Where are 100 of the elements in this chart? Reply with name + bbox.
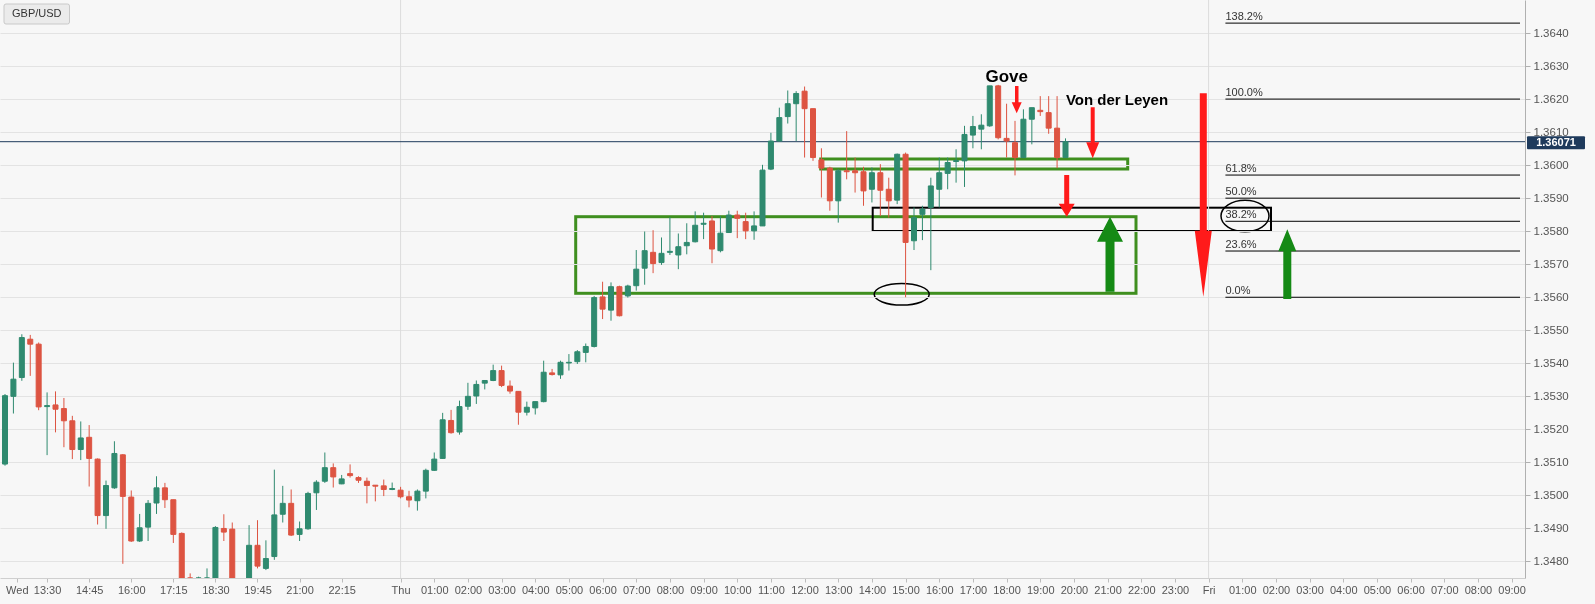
x-tick-label: Thu bbox=[391, 583, 411, 596]
x-tick-label: 01:00 bbox=[420, 583, 449, 596]
candlestick bbox=[549, 368, 556, 377]
candlestick bbox=[347, 463, 354, 479]
annotation: Gove bbox=[985, 66, 1028, 86]
candlestick bbox=[944, 157, 951, 190]
candlestick bbox=[801, 86, 808, 159]
candlestick bbox=[793, 90, 800, 142]
candlestick bbox=[776, 107, 783, 143]
x-tick-label: 13:00 bbox=[824, 583, 853, 596]
candlestick bbox=[1028, 107, 1035, 145]
candlestick bbox=[262, 539, 269, 571]
candlestick bbox=[507, 379, 513, 395]
candlestick bbox=[692, 210, 699, 243]
series-label: 50.0% bbox=[1225, 185, 1257, 198]
candlestick bbox=[565, 353, 572, 372]
x-tick-label: 22:15 bbox=[328, 583, 356, 596]
x-tick-label: 04:00 bbox=[1329, 583, 1358, 596]
x-tick-label: 18:30 bbox=[202, 583, 230, 596]
candlestick bbox=[330, 462, 337, 488]
y-tick-label: 1.3520 bbox=[1533, 422, 1569, 435]
ref-line-label: 1.36071 bbox=[1536, 135, 1576, 148]
x-tick-label: 05:00 bbox=[1363, 583, 1392, 596]
x-tick-label: 17:15 bbox=[160, 583, 188, 596]
x-tick-label: 11:00 bbox=[758, 583, 785, 596]
x-tick-label: 14:45 bbox=[75, 583, 104, 596]
candlestick bbox=[515, 390, 522, 426]
y-tick-label: 1.3550 bbox=[1533, 323, 1569, 336]
candlestick bbox=[978, 113, 985, 150]
candlestick bbox=[725, 210, 732, 234]
candlestick bbox=[818, 147, 825, 199]
candlestick bbox=[448, 409, 455, 435]
candlestick bbox=[1045, 95, 1052, 135]
x-tick-label: 16:00 bbox=[117, 583, 146, 596]
series-label: 61.8% bbox=[1225, 162, 1257, 175]
candlestick bbox=[658, 236, 665, 266]
x-tick-label: 09:00 bbox=[690, 583, 718, 596]
x-tick-label: 12:00 bbox=[791, 583, 819, 596]
x-tick-label: 04:00 bbox=[521, 583, 550, 596]
candlestick bbox=[296, 521, 303, 542]
candlestick bbox=[877, 163, 884, 217]
candlestick bbox=[633, 249, 640, 292]
series-label: 138.2% bbox=[1225, 10, 1263, 23]
candlestick bbox=[599, 281, 606, 320]
y-tick-label: 1.3610 bbox=[1533, 125, 1569, 138]
x-tick-label: 06:00 bbox=[1397, 583, 1425, 596]
candlestick bbox=[363, 477, 370, 504]
candlestick bbox=[927, 177, 934, 271]
candlestick bbox=[700, 212, 707, 240]
text: GBP/USD bbox=[12, 7, 62, 19]
x-tick-label: 22:00 bbox=[1127, 583, 1156, 596]
x-tick-label: 13:30 bbox=[33, 583, 62, 596]
x-tick-label: 23:00 bbox=[1161, 583, 1190, 596]
candlestick bbox=[666, 216, 673, 256]
candlestick bbox=[1037, 95, 1044, 117]
x-tick-label: 19:45 bbox=[244, 583, 272, 596]
candlestick bbox=[608, 281, 614, 322]
series-label: 100.0% bbox=[1225, 86, 1263, 99]
candlestick bbox=[414, 488, 421, 512]
candlestick bbox=[473, 379, 480, 405]
y-tick-label: 1.3630 bbox=[1533, 59, 1569, 72]
x-tick-label: 21:00 bbox=[286, 583, 314, 596]
candlestick bbox=[431, 451, 438, 472]
y-tick-label: 1.3590 bbox=[1533, 191, 1569, 204]
y-tick-label: 1.3530 bbox=[1533, 389, 1569, 402]
candlestick bbox=[969, 115, 976, 149]
x-tick-label: 05:00 bbox=[555, 583, 584, 596]
candlestick bbox=[784, 90, 791, 125]
candlestick bbox=[254, 519, 261, 569]
x-tick-label: 19:00 bbox=[1026, 583, 1055, 596]
annotation: Von der Leyen bbox=[1065, 91, 1169, 108]
x-tick-label: 15:00 bbox=[892, 583, 920, 596]
x-tick-label: 16:00 bbox=[925, 583, 954, 596]
candlestick bbox=[464, 382, 471, 411]
candlestick bbox=[1003, 103, 1010, 159]
candlestick bbox=[557, 360, 564, 380]
y-tick-label: 1.3560 bbox=[1533, 290, 1569, 303]
candlestick bbox=[1062, 137, 1069, 159]
candlestick bbox=[279, 485, 286, 524]
y-tick-label: 1.3480 bbox=[1533, 554, 1569, 567]
x-tick-label: 02:00 bbox=[1262, 583, 1291, 596]
candlestick bbox=[717, 215, 724, 253]
candlestick bbox=[321, 451, 328, 484]
x-tick-label: 14:00 bbox=[858, 583, 887, 596]
candlestick bbox=[641, 231, 648, 286]
candlestick bbox=[406, 490, 412, 508]
y-tick-label: 1.3500 bbox=[1533, 488, 1569, 501]
y-tick-label: 1.3570 bbox=[1533, 257, 1569, 270]
x-tick-label: 09:00 bbox=[1498, 583, 1526, 596]
candlestick bbox=[936, 157, 943, 208]
x-tick-label: 06:00 bbox=[589, 583, 617, 596]
candlestick bbox=[498, 365, 505, 388]
y-tick-label: 1.3540 bbox=[1533, 356, 1569, 369]
y-tick-label: 1.3620 bbox=[1533, 92, 1569, 105]
series-label: 38.2% bbox=[1225, 208, 1257, 221]
candlestick bbox=[742, 212, 749, 240]
candlestick bbox=[919, 205, 926, 241]
series-label: 23.6% bbox=[1225, 238, 1257, 251]
candlestick bbox=[953, 148, 960, 184]
y-tick-label: 1.3490 bbox=[1533, 521, 1569, 534]
